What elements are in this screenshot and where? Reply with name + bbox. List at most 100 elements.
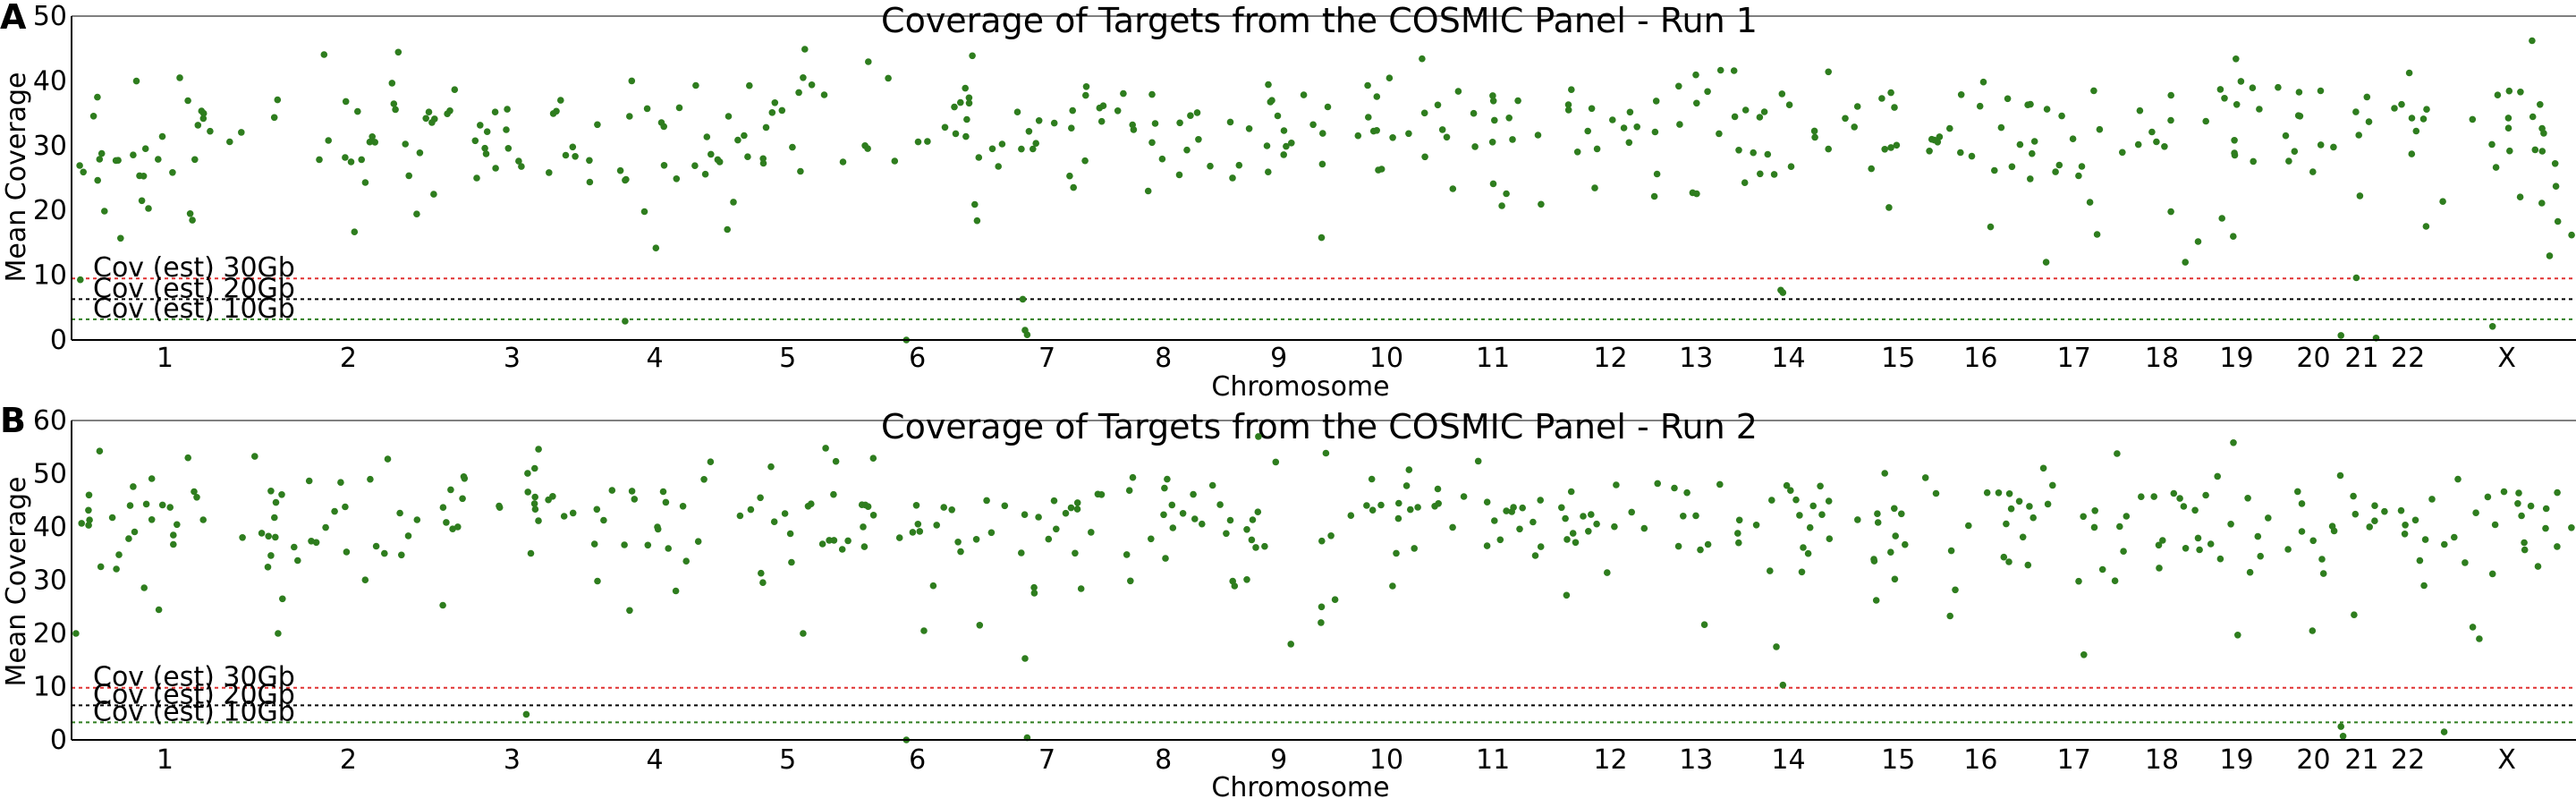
plot-frame — [71, 15, 2576, 341]
data-point — [2484, 493, 2492, 501]
data-point — [2052, 168, 2059, 175]
data-point — [679, 503, 687, 510]
data-point — [1489, 92, 1496, 99]
data-point — [1671, 484, 1678, 492]
data-point — [1530, 518, 1537, 526]
data-point — [238, 129, 245, 136]
data-point — [2337, 723, 2344, 730]
data-point — [1114, 107, 1122, 115]
data-point — [416, 149, 424, 157]
data-point — [895, 534, 903, 541]
data-point — [1187, 112, 1194, 119]
chart-title: Coverage of Targets from the COSMIC Pane… — [881, 1, 1758, 40]
data-point — [682, 557, 690, 565]
data-point — [569, 509, 577, 517]
data-point — [1730, 67, 1738, 74]
data-point — [1443, 133, 1451, 141]
data-point — [781, 510, 789, 517]
data-point — [2356, 192, 2364, 200]
data-point — [830, 537, 838, 544]
data-point — [125, 535, 132, 542]
data-point — [1364, 81, 1371, 89]
data-point — [169, 169, 176, 176]
data-point — [2231, 137, 2238, 144]
data-point — [2391, 105, 2398, 112]
data-point — [492, 165, 499, 172]
y-tick-labels: 0 10 20 30 40 50 60 — [33, 405, 67, 756]
data-point — [724, 225, 731, 234]
data-point — [1496, 536, 1504, 544]
data-point — [1854, 516, 1861, 523]
data-point — [140, 584, 148, 591]
data-point — [2381, 507, 2388, 515]
data-point — [2350, 492, 2357, 500]
data-point — [2397, 506, 2405, 514]
data-point — [2015, 497, 2023, 505]
data-point — [1319, 130, 1326, 137]
data-point — [2007, 505, 2015, 513]
y-tick-label: 30 — [33, 565, 67, 597]
data-point — [1783, 481, 1791, 489]
data-point — [1825, 497, 1833, 505]
data-point — [1887, 89, 1894, 97]
data-point — [962, 132, 970, 140]
data-point — [557, 97, 564, 104]
data-point — [1853, 103, 1861, 110]
data-point — [2538, 124, 2546, 132]
x-tick-label: 1 — [157, 343, 174, 374]
data-point — [659, 488, 667, 496]
data-point — [390, 100, 398, 107]
data-point — [1676, 121, 1683, 128]
data-point — [481, 144, 488, 152]
data-point — [2008, 163, 2016, 171]
data-point — [1806, 523, 1814, 531]
data-point — [2026, 503, 2033, 510]
data-point — [2422, 223, 2430, 230]
data-point — [1891, 575, 1899, 583]
data-point — [1809, 502, 1817, 510]
data-point — [2093, 231, 2101, 238]
data-point — [2249, 84, 2257, 91]
data-point — [914, 521, 922, 528]
data-point — [2231, 151, 2239, 159]
data-point — [461, 475, 469, 482]
data-point — [1887, 548, 1894, 556]
data-point — [291, 543, 298, 551]
data-point — [2119, 149, 2126, 157]
data-point — [593, 505, 601, 514]
data-point — [2408, 115, 2416, 122]
data-point — [940, 504, 947, 511]
data-point — [1283, 142, 1290, 150]
data-point — [267, 552, 275, 559]
data-point — [1936, 133, 1944, 140]
x-tick-label: 10 — [1369, 744, 1403, 776]
data-point — [2309, 537, 2317, 545]
data-point — [2111, 577, 2119, 584]
data-point — [864, 145, 871, 152]
data-point — [274, 96, 282, 104]
data-point — [1226, 516, 1234, 524]
data-point — [1538, 200, 1545, 208]
data-point — [126, 502, 134, 509]
data-point — [2488, 323, 2496, 330]
data-point — [2469, 115, 2477, 123]
data-point — [691, 162, 699, 169]
data-point — [482, 150, 490, 157]
data-point — [1580, 513, 1587, 520]
data-point — [1675, 82, 1682, 90]
data-point — [1778, 90, 1786, 98]
data-point — [2027, 175, 2034, 183]
data-point — [176, 74, 183, 81]
data-point — [1932, 489, 1940, 497]
data-point — [431, 115, 438, 123]
data-point — [2086, 199, 2094, 206]
data-point — [2019, 533, 2027, 541]
data-point — [394, 48, 402, 56]
data-point — [94, 176, 101, 184]
data-point — [199, 115, 208, 123]
data-point — [2366, 523, 2373, 531]
data-point — [141, 145, 149, 152]
data-point — [2044, 500, 2052, 508]
chart-title: Coverage of Targets from the COSMIC Pane… — [881, 407, 1758, 446]
data-point — [191, 488, 198, 496]
